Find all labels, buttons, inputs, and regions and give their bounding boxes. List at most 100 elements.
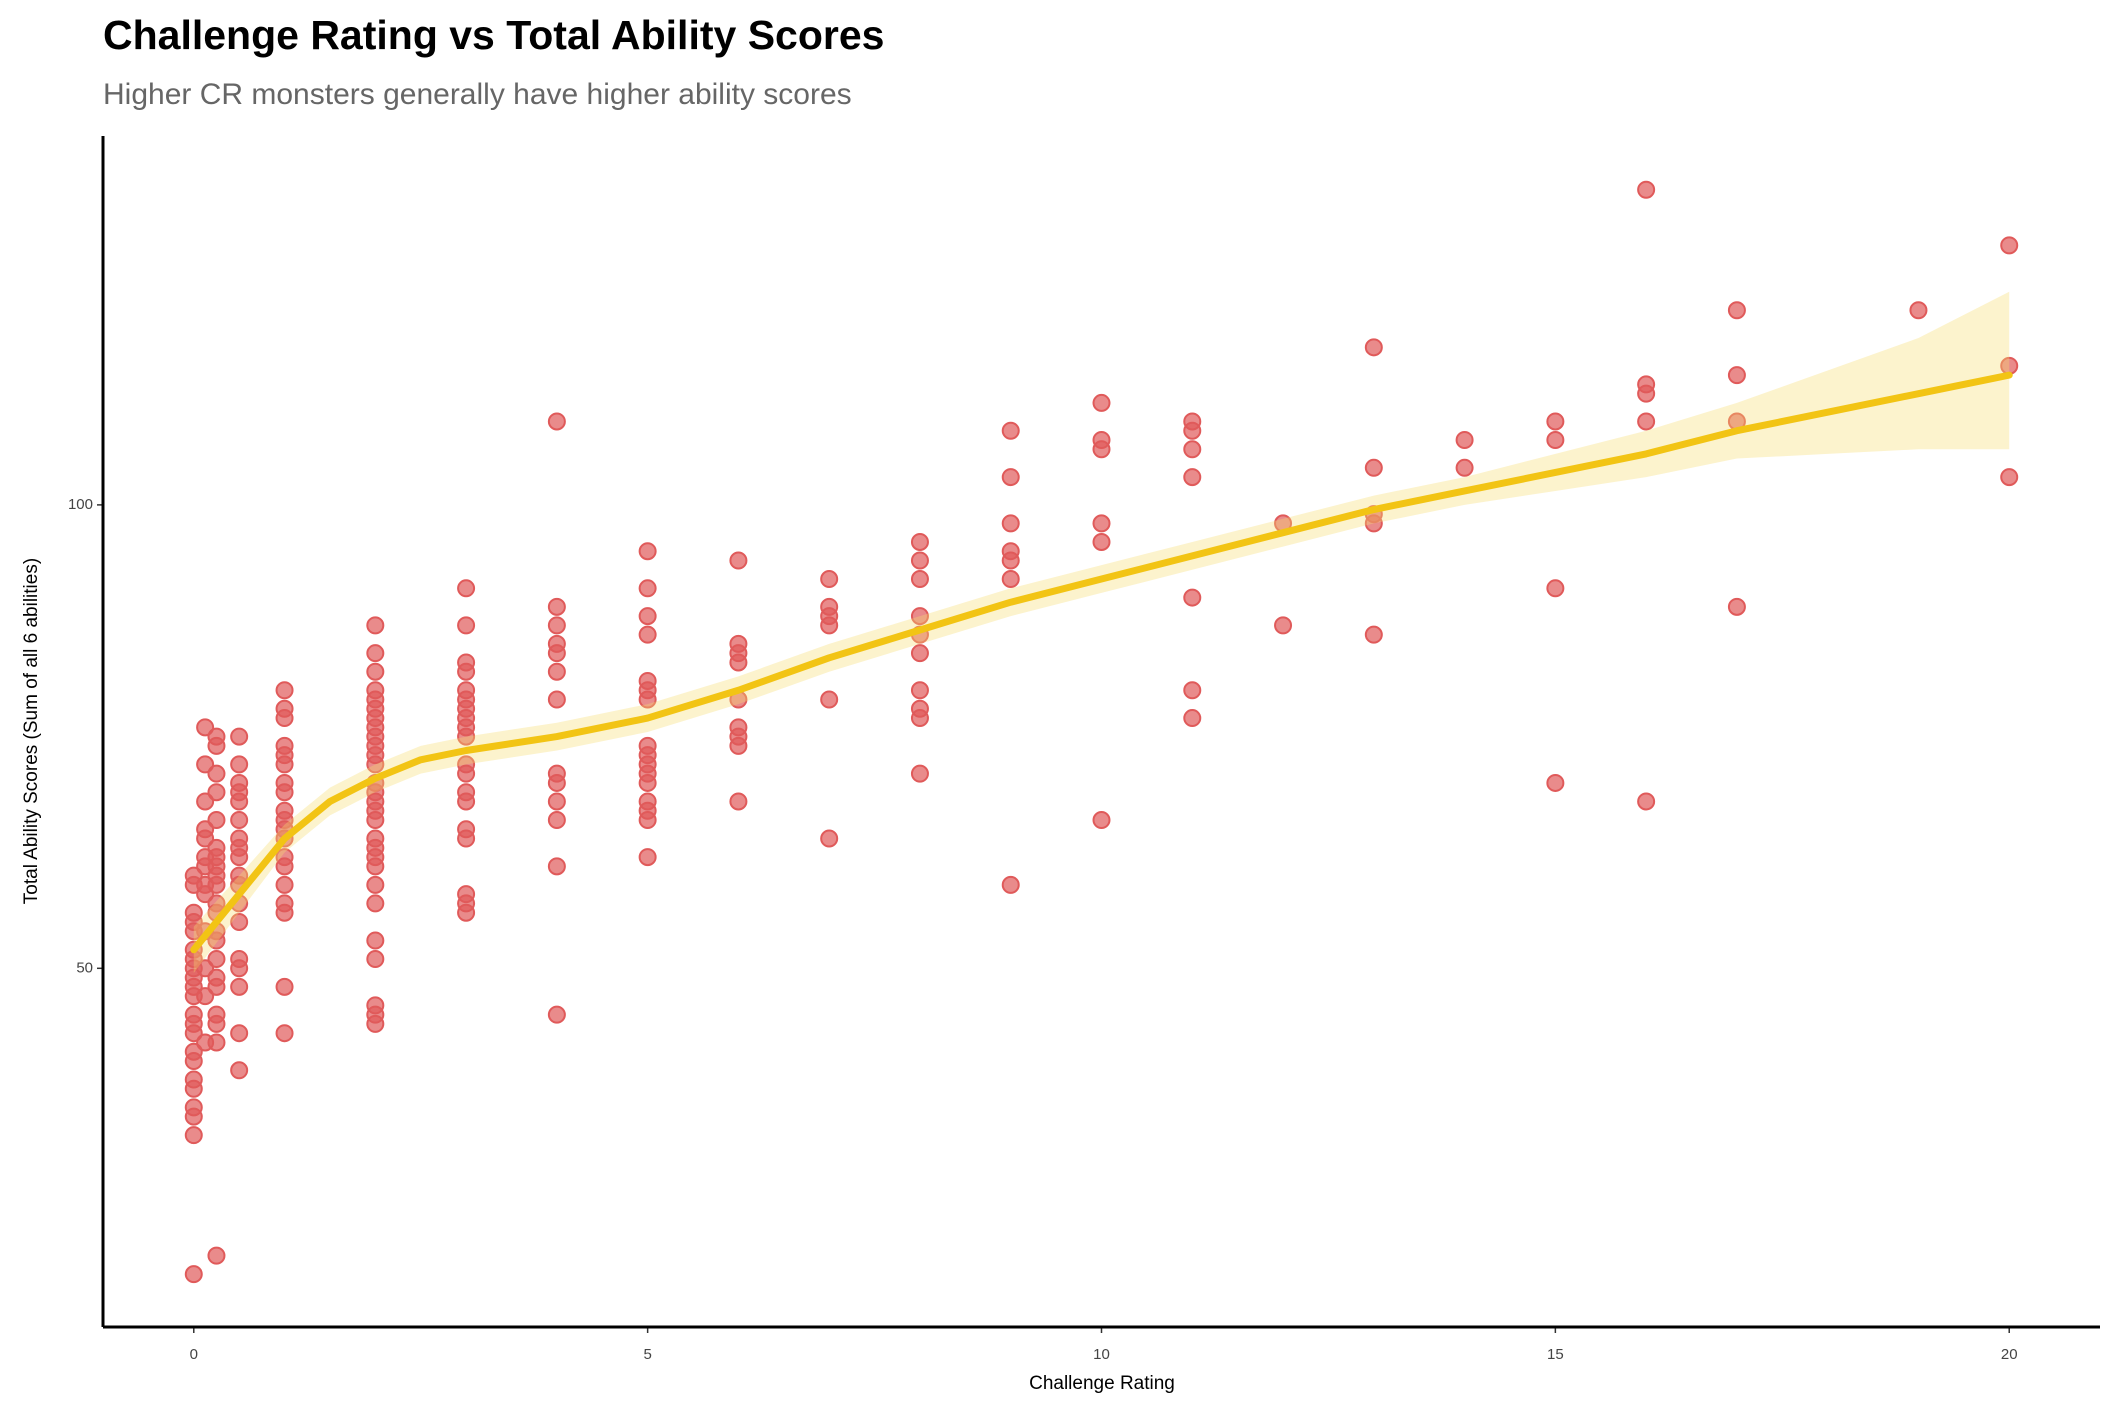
data-point <box>910 551 929 570</box>
data-point <box>275 903 294 922</box>
data-point <box>1001 875 1020 894</box>
data-point <box>1364 458 1383 477</box>
data-point <box>547 857 566 876</box>
data-point <box>366 755 385 774</box>
data-point <box>275 783 294 802</box>
data-point <box>820 570 839 589</box>
data-point <box>1364 514 1383 533</box>
data-point <box>184 1051 203 1070</box>
data-point <box>196 755 215 774</box>
data-point <box>1001 570 1020 589</box>
data-point <box>820 690 839 709</box>
data-point <box>196 792 215 811</box>
data-point <box>1183 421 1202 440</box>
data-point <box>196 885 215 904</box>
data-point <box>457 727 476 746</box>
data-point <box>547 662 566 681</box>
data-point <box>207 736 226 755</box>
data-point <box>184 1079 203 1098</box>
x-tick-label: 10 <box>1093 1346 1110 1363</box>
data-point <box>547 690 566 709</box>
data-point <box>1001 514 1020 533</box>
data-point <box>547 644 566 663</box>
data-point <box>910 570 929 589</box>
data-point <box>910 709 929 728</box>
data-point <box>1909 301 1928 320</box>
data-point <box>230 792 249 811</box>
data-point <box>910 607 929 626</box>
data-point <box>275 977 294 996</box>
data-point <box>547 773 566 792</box>
data-point <box>1001 468 1020 487</box>
data-point <box>910 532 929 551</box>
data-point <box>820 829 839 848</box>
data-point <box>207 811 226 830</box>
data-point <box>1092 811 1111 830</box>
data-point <box>638 607 657 626</box>
data-point <box>230 811 249 830</box>
data-point <box>230 1024 249 1043</box>
x-tick-label: 20 <box>2001 1346 2018 1363</box>
data-point <box>1364 625 1383 644</box>
chart-title: Challenge Rating vs Total Ability Scores <box>103 12 884 58</box>
x-tick-label: 0 <box>190 1346 198 1363</box>
data-point <box>1727 597 1746 616</box>
data-point <box>820 616 839 635</box>
data-point <box>184 1265 203 1284</box>
confidence-band <box>193 291 2010 973</box>
data-point <box>207 1246 226 1265</box>
data-point <box>196 987 215 1006</box>
data-point <box>1546 773 1565 792</box>
data-point <box>230 848 249 867</box>
data-point <box>1183 681 1202 700</box>
data-point <box>366 875 385 894</box>
chart-subtitle: Higher CR monsters generally have higher… <box>103 78 852 111</box>
data-point <box>207 1014 226 1033</box>
data-point <box>1092 532 1111 551</box>
data-point <box>1546 431 1565 450</box>
data-point <box>1637 180 1656 199</box>
x-tick-label: 5 <box>643 1346 651 1363</box>
data-point <box>638 848 657 867</box>
data-point <box>207 977 226 996</box>
y-tick-label: 50 <box>76 959 93 976</box>
data-point <box>1546 412 1565 431</box>
y-tick-label: 100 <box>68 496 93 513</box>
data-point <box>1637 412 1656 431</box>
data-point <box>1092 393 1111 412</box>
data-point <box>547 412 566 431</box>
data-point <box>638 625 657 644</box>
data-point <box>1274 616 1293 635</box>
data-point <box>1727 366 1746 385</box>
data-point <box>366 1014 385 1033</box>
data-point <box>275 709 294 728</box>
data-point <box>638 579 657 598</box>
data-point <box>1183 709 1202 728</box>
data-point <box>184 1024 203 1043</box>
data-point <box>1092 440 1111 459</box>
data-point <box>230 755 249 774</box>
data-point <box>366 811 385 830</box>
data-point <box>275 1024 294 1043</box>
data-point <box>207 764 226 783</box>
data-point <box>275 681 294 700</box>
data-point <box>1637 792 1656 811</box>
data-point <box>196 829 215 848</box>
data-point <box>457 792 476 811</box>
data-point <box>1001 551 1020 570</box>
data-point <box>547 616 566 635</box>
data-point <box>1455 458 1474 477</box>
data-point <box>910 644 929 663</box>
data-point <box>1183 588 1202 607</box>
data-point <box>457 662 476 681</box>
data-point <box>207 875 226 894</box>
data-point <box>230 977 249 996</box>
data-point <box>366 857 385 876</box>
data-point <box>275 755 294 774</box>
y-axis-label: Total Ability Scores (Sum of all 6 abili… <box>21 558 42 904</box>
data-point <box>1092 514 1111 533</box>
data-point <box>457 579 476 598</box>
data-point <box>196 959 215 978</box>
